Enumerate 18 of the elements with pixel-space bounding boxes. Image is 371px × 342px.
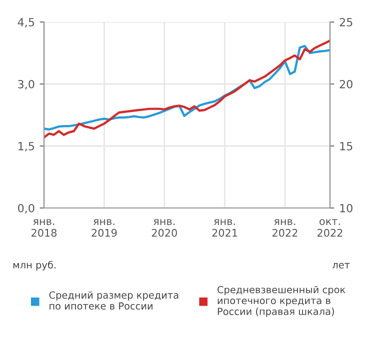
y2-tick-label: 25 (340, 18, 352, 26)
x-tick-label: янв. 2018 (32, 219, 57, 237)
y-tick-label: 4,5 (18, 18, 34, 28)
legend-label: Средневзвешенный срок ипотечного кредита в России (правая шкала) (218, 286, 346, 317)
y-tick-label: 0,0 (18, 204, 34, 214)
legend-label: Средний размер кредита по ипотеке в России (49, 291, 178, 310)
y2-axis-title: лет (332, 262, 350, 268)
x-tick-label: янв. 2022 (272, 219, 298, 237)
x-tick-label: окт. 2022 (318, 219, 342, 237)
y2-tick-label: 20 (340, 80, 352, 88)
x-tick-label: янв. 2020 (152, 219, 177, 237)
y2-tick-label: 15 (340, 142, 352, 150)
y-tick-label: 3,0 (18, 80, 34, 90)
x-tick-label: янв. 2019 (92, 219, 117, 237)
y-axis-title: млн руб. (13, 260, 56, 270)
y2-tick-label: 10 (340, 204, 352, 212)
y-tick-label: 1,5 (18, 142, 34, 152)
x-tick-label: янв. 2021 (212, 219, 238, 237)
